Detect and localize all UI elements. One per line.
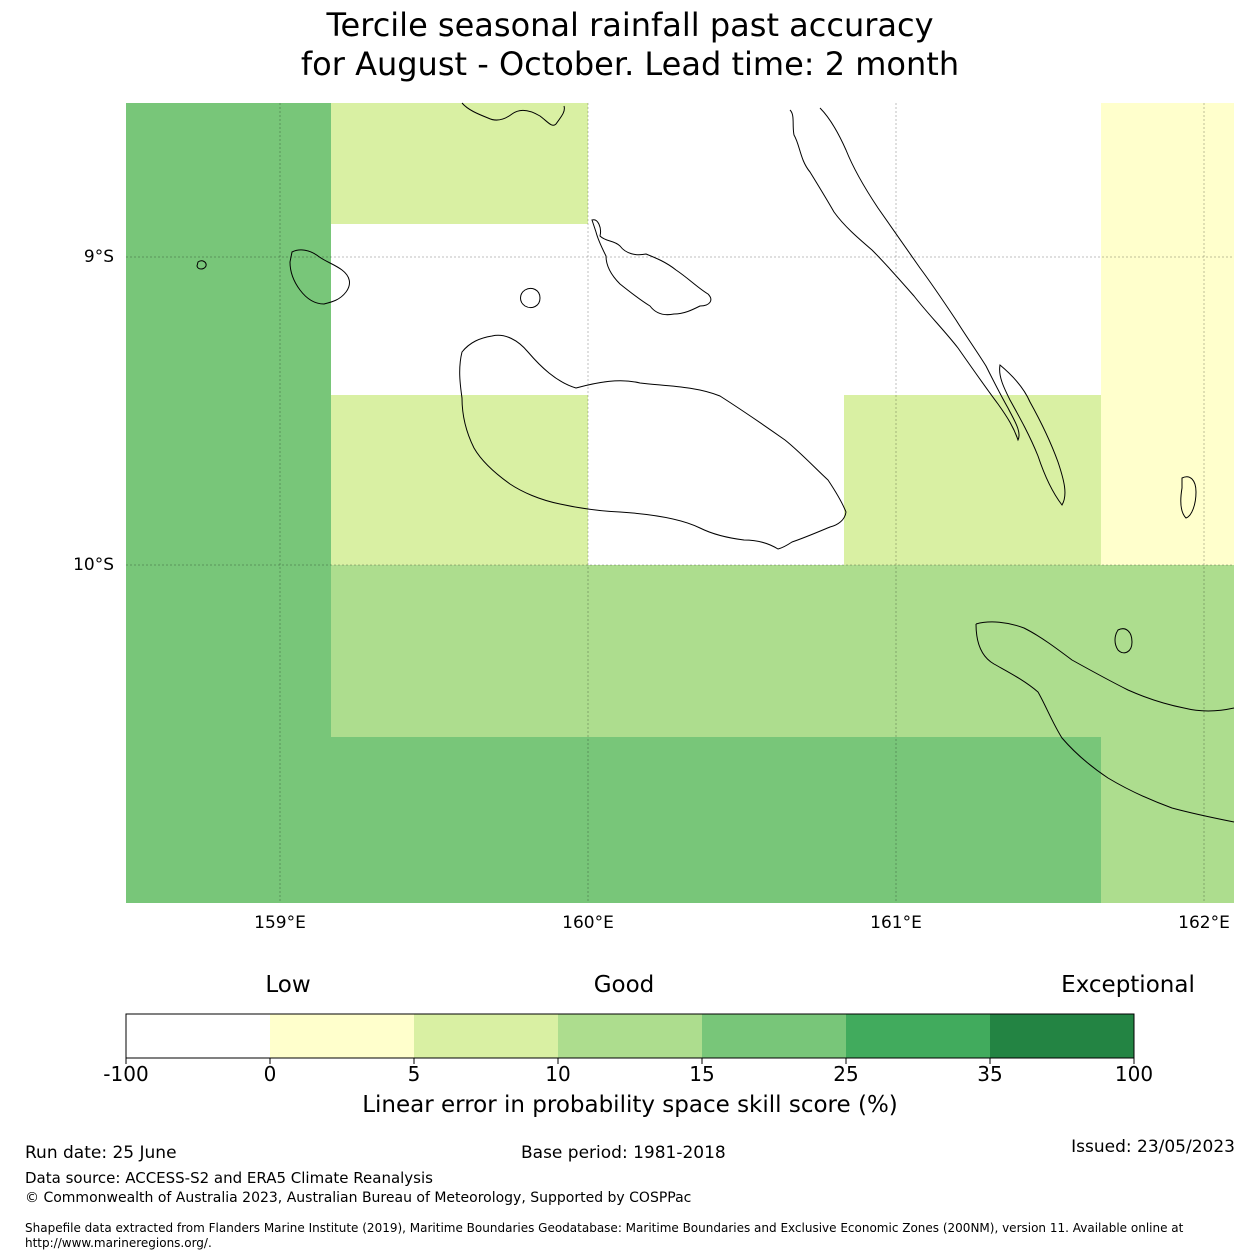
colorbar-tick: 35 <box>977 1062 1003 1086</box>
small-island-outline <box>196 260 207 270</box>
colorbar-tick: 5 <box>407 1062 421 1086</box>
base-period: Base period: 1981-2018 <box>521 1143 726 1163</box>
data-source: Data source: ACCESS-S2 and ERA5 Climate … <box>25 1169 433 1187</box>
colorbar-tick: 25 <box>833 1062 859 1086</box>
colorbar-label-good: Good <box>593 972 655 998</box>
new-georgia-outline <box>461 102 565 126</box>
colorbar-bin <box>414 1014 558 1058</box>
colorbar-bin <box>990 1014 1134 1058</box>
shapefile-credit-line-1: Shapefile data extracted from Flanders M… <box>25 1221 1184 1235</box>
malaita-island-outline <box>789 107 1066 506</box>
colorbar-tick: 100 <box>1114 1062 1154 1086</box>
run-date: Run date: 25 June <box>25 1143 177 1163</box>
colorbar-tick: 0 <box>263 1062 277 1086</box>
grid-cell <box>331 103 588 224</box>
lon-label: 159°E <box>254 913 306 933</box>
colorbar-label-exceptional: Exceptional <box>1061 972 1195 998</box>
grid-cell <box>588 103 1101 224</box>
colorbar-tick: 10 <box>545 1062 571 1086</box>
colorbar-bin <box>702 1014 846 1058</box>
lat-label: 9°S <box>83 247 114 267</box>
graticule <box>126 103 1234 903</box>
russell-islands-outline <box>289 249 350 305</box>
colorbar-bin <box>846 1014 990 1058</box>
colorbar-tick: 15 <box>689 1062 715 1086</box>
savo-island-outline <box>520 287 541 309</box>
colorbar-bin <box>126 1014 270 1058</box>
florida-islands-outline <box>591 219 712 316</box>
grid-cell <box>331 737 1101 903</box>
grid-cell <box>126 103 331 903</box>
map-title-line-1: Tercile seasonal rainfall past accuracy <box>326 6 934 44</box>
map-title-line-2: for August - October. Lead time: 2 month <box>300 45 960 83</box>
grid-cell <box>844 395 1101 565</box>
copyright: © Commonwealth of Australia 2023, Austra… <box>25 1190 692 1206</box>
makira-island-outline <box>975 621 1235 823</box>
lat-label: 10°S <box>73 555 114 575</box>
grid-cell <box>1101 103 1234 565</box>
grid-cell <box>1101 737 1234 903</box>
lon-label: 160°E <box>562 913 614 933</box>
issued-date: Issued: 23/05/2023 <box>1071 1137 1235 1157</box>
colorbar <box>125 1013 1135 1064</box>
colorbar-tick: -100 <box>103 1062 149 1086</box>
colorbar-frame <box>125 1013 1135 1059</box>
lon-label: 161°E <box>870 913 922 933</box>
coastlines <box>196 102 1235 823</box>
grid-cell <box>331 565 1234 737</box>
skill-grid-cells <box>126 103 1234 903</box>
grid-cell <box>331 395 588 565</box>
grid-cell <box>331 224 1101 395</box>
lon-label: 162°E <box>1178 913 1230 933</box>
colorbar-label-low: Low <box>265 972 311 998</box>
colorbar-bin <box>558 1014 702 1058</box>
guadalcanal-island-outline <box>459 334 847 550</box>
colorbar-title: Linear error in probability space skill … <box>362 1092 898 1118</box>
grid-cell <box>588 395 844 565</box>
ugi-island-outline <box>1114 628 1133 654</box>
stewart-island-outline <box>1180 476 1197 519</box>
shapefile-credit-line-2: http://www.marineregions.org/. <box>25 1236 212 1250</box>
colorbar-bin <box>270 1014 414 1058</box>
